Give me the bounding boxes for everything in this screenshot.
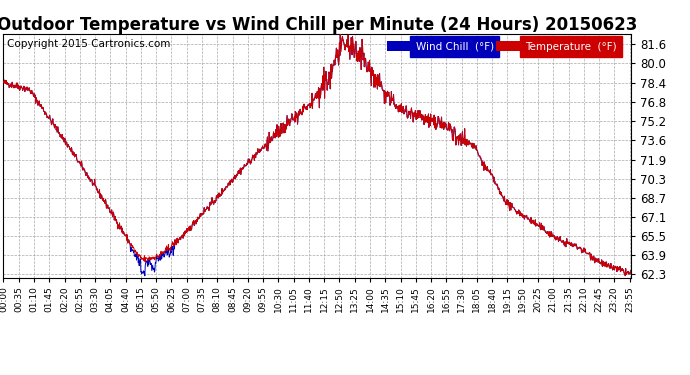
Legend: Wind Chill  (°F), Temperature  (°F): Wind Chill (°F), Temperature (°F) (386, 41, 617, 52)
Title: Outdoor Temperature vs Wind Chill per Minute (24 Hours) 20150623: Outdoor Temperature vs Wind Chill per Mi… (0, 16, 638, 34)
Text: Copyright 2015 Cartronics.com: Copyright 2015 Cartronics.com (7, 39, 170, 50)
